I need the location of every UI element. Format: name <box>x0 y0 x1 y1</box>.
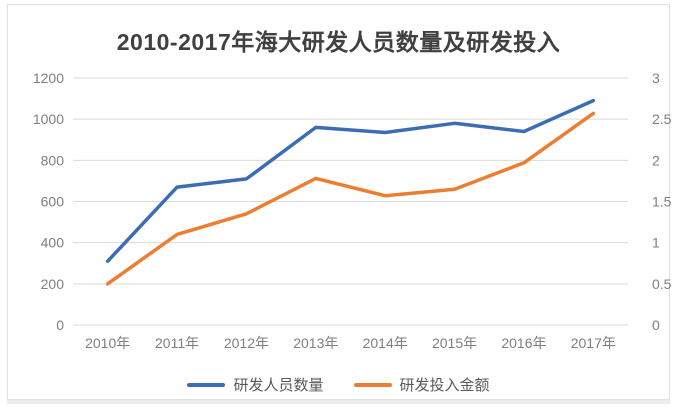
right-axis-tick-label: 3 <box>652 70 660 86</box>
x-axis-tick-label: 2016年 <box>501 335 546 351</box>
legend-line-swatch-investment <box>353 382 392 387</box>
left-axis-tick-label: 1000 <box>33 111 64 127</box>
left-axis-tick-label: 600 <box>41 194 65 210</box>
chart-legend: 研发人员数量 研发投入金额 <box>8 374 669 395</box>
legend-label-personnel: 研发人员数量 <box>233 377 324 394</box>
x-axis-tick-label: 2015年 <box>432 335 477 351</box>
right-axis-tick-label: 1.5 <box>652 194 672 210</box>
right-axis-tick-label: 2 <box>652 152 660 168</box>
x-axis-tick-label: 2017年 <box>571 335 616 351</box>
x-axis-tick-label: 2011年 <box>155 335 199 351</box>
x-axis-tick-label: 2012年 <box>224 335 269 351</box>
right-axis-tick-label: 0 <box>652 317 660 333</box>
legend-item-personnel: 研发人员数量 <box>187 374 324 395</box>
series-line-left <box>105 98 596 263</box>
x-axis-tick-label: 2013年 <box>293 335 338 351</box>
chart-title: 2010-2017年海大研发人员数量及研发投入 <box>116 29 561 55</box>
x-axis-tick-label: 2010年 <box>85 335 130 351</box>
left-axis-tick-label: 0 <box>56 317 64 333</box>
legend-item-investment: 研发投入金额 <box>353 374 490 395</box>
chart-card: 2010-2017年海大研发人员数量及研发投入 0 200 400 600 800 100… <box>7 4 672 400</box>
chart-plot-area: 0 200 400 600 800 1000 1200 0 0.5 1 1.5 2 2.5 3 2010年 2… <box>33 70 672 351</box>
left-axis-tick-label: 1200 <box>33 70 64 86</box>
right-axis-tick-label: 2.5 <box>652 111 672 127</box>
right-axis-tick-label: 1 <box>652 235 660 251</box>
legend-line-swatch-personnel <box>187 382 226 387</box>
series-line-right <box>105 111 596 286</box>
left-axis-tick-label: 200 <box>41 276 65 292</box>
left-axis-tick-label: 400 <box>41 235 65 251</box>
x-axis-tick-label: 2014年 <box>363 335 408 351</box>
legend-label-investment: 研发投入金额 <box>399 377 490 394</box>
right-axis-tick-label: 0.5 <box>652 276 672 292</box>
left-axis-tick-label: 800 <box>41 152 65 168</box>
